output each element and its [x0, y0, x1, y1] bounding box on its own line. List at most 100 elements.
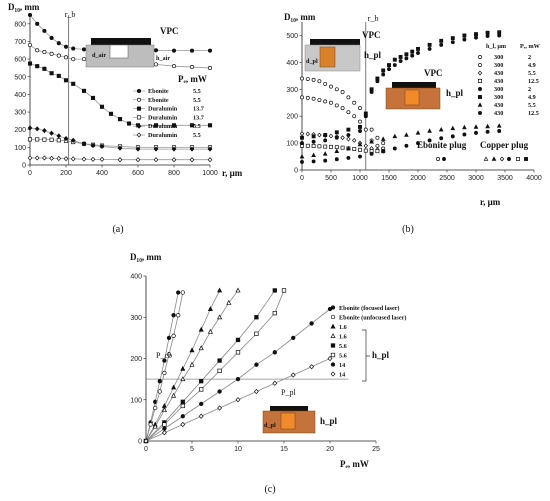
legend-value: 5.5 — [193, 123, 201, 130]
data-point — [450, 125, 456, 131]
data-point — [346, 110, 351, 115]
legend-marker — [478, 95, 482, 99]
data-point — [143, 438, 149, 444]
data-point — [81, 88, 87, 93]
data-point — [462, 124, 467, 130]
data-point — [162, 358, 167, 363]
data-point — [108, 111, 114, 116]
legend-title: Pₑ, mW — [178, 74, 207, 84]
data-point — [311, 152, 316, 157]
legend-h: 300 — [494, 54, 503, 61]
data-point — [207, 328, 213, 334]
data-point — [410, 49, 415, 54]
data-point — [291, 335, 296, 341]
legend-marker — [477, 102, 483, 107]
data-point — [35, 137, 40, 142]
data-point — [398, 59, 403, 63]
data-point — [381, 68, 386, 73]
x-tick-label: 10 — [234, 446, 242, 453]
data-point — [189, 65, 195, 70]
data-point — [63, 156, 69, 162]
data-point — [235, 337, 241, 343]
data-point — [305, 95, 310, 100]
legend-label: Duralumin — [148, 123, 178, 130]
legend-pe: 12.5 — [528, 110, 539, 117]
data-point — [415, 130, 421, 135]
data-point — [198, 413, 204, 419]
data-point — [485, 34, 490, 38]
data-point — [450, 36, 455, 41]
data-point — [305, 131, 311, 137]
data-point — [485, 30, 490, 35]
data-point — [363, 143, 369, 149]
y-axis-label: D₁₀, mm — [130, 252, 162, 262]
series-5 — [143, 288, 287, 444]
y-tick-label: 400 — [14, 92, 26, 99]
rb-label: r_b — [65, 10, 76, 19]
x-tick-label: 800 — [168, 170, 180, 177]
data-point — [474, 35, 478, 40]
legend-value: 5.5 — [193, 132, 201, 139]
data-point — [42, 137, 47, 142]
data-point — [311, 144, 316, 149]
x-tick-label: 25 — [372, 446, 380, 453]
series-1 — [143, 290, 185, 444]
data-point — [416, 46, 420, 51]
legend-marker — [136, 115, 142, 120]
rb-label: r_b — [368, 14, 379, 23]
data-point — [363, 127, 368, 132]
data-point — [358, 129, 362, 133]
data-point — [485, 123, 490, 129]
data-point — [180, 414, 185, 419]
data-point — [439, 136, 444, 141]
data-point — [416, 50, 420, 55]
data-point — [305, 143, 310, 148]
data-point — [49, 137, 54, 142]
y-tick-label: 600 — [14, 57, 26, 64]
legend-h: 430 — [494, 110, 503, 117]
data-point — [462, 33, 467, 38]
data-point — [135, 146, 141, 152]
data-point — [180, 403, 185, 409]
legend-label: 5.6 — [339, 343, 347, 350]
y-tick-label: 500 — [14, 74, 26, 81]
legend-pe: 4.9 — [528, 94, 536, 101]
legend-label: 14 — [339, 372, 345, 379]
data-point — [35, 48, 40, 53]
legend-pe: 2 — [528, 54, 531, 61]
data-point — [334, 87, 339, 92]
data-point — [157, 379, 162, 384]
data-point — [496, 123, 502, 128]
data-point — [90, 156, 96, 162]
data-point — [309, 364, 315, 370]
hpl-bracket-label: h_pl — [372, 350, 390, 360]
data-point — [427, 42, 432, 47]
data-point — [198, 326, 204, 332]
data-point — [27, 137, 33, 142]
x-tick-label: 2000 — [410, 175, 426, 182]
series-5 — [300, 33, 502, 146]
plug-marker — [436, 157, 440, 161]
data-point — [207, 48, 213, 53]
data-point — [70, 137, 76, 143]
plug — [404, 89, 420, 106]
data-point — [157, 389, 162, 394]
series-line — [29, 127, 210, 150]
data-point — [42, 128, 47, 134]
data-point — [235, 376, 241, 382]
data-point — [358, 124, 362, 129]
data-point — [272, 288, 277, 293]
x-tick-label: 1000 — [352, 175, 368, 182]
caption-c: (c) — [264, 484, 275, 495]
data-point — [311, 159, 316, 164]
data-point — [63, 78, 69, 83]
data-point — [334, 145, 339, 150]
x-tick-label: 20 — [326, 446, 334, 453]
data-point — [323, 133, 328, 137]
y-tick-label: 100 — [286, 141, 298, 148]
data-point — [56, 133, 62, 139]
data-point — [171, 392, 177, 398]
dpl-label: d_pl — [264, 422, 276, 429]
data-point — [171, 384, 177, 390]
data-point — [162, 426, 167, 431]
